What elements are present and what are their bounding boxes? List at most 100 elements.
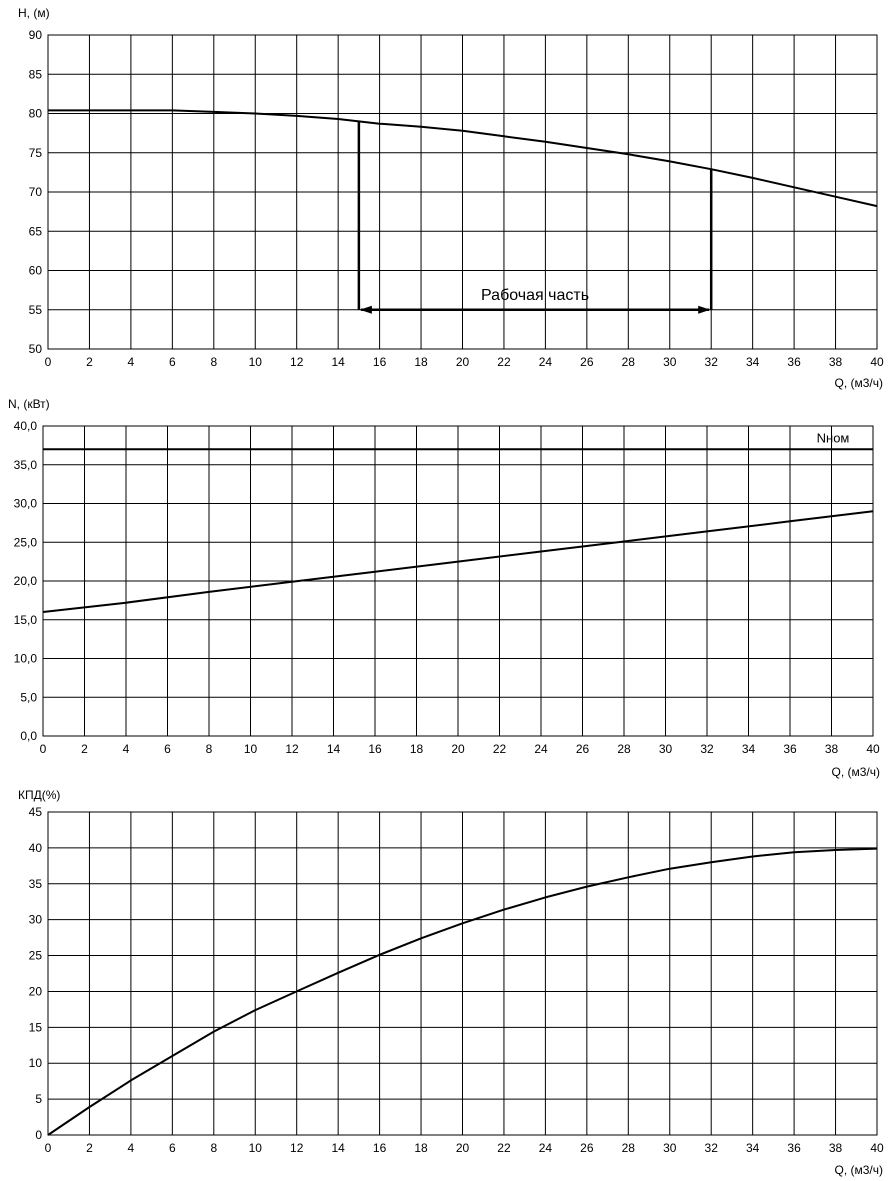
y-tick-label: 35,0: [14, 458, 38, 472]
y-tick-label: 0: [35, 1128, 42, 1142]
x-tick-label: 14: [331, 355, 345, 369]
x-tick-label: 18: [410, 742, 424, 756]
y-tick-label: 35: [29, 877, 43, 891]
x-tick-label: 12: [290, 355, 304, 369]
working-range-label: Рабочая часть: [481, 287, 589, 304]
series-line-0: [42, 510, 874, 613]
x-tick-label: 28: [622, 1141, 636, 1155]
x-tick-label: 6: [169, 1141, 176, 1155]
x-tick-label: 22: [497, 355, 511, 369]
x-tick-label: 28: [617, 742, 631, 756]
x-tick-label: 40: [870, 1141, 884, 1155]
y-tick-label: 70: [29, 185, 43, 199]
working-range-arrow-left: [359, 305, 372, 314]
x-tick-label: 34: [746, 355, 760, 369]
working-range-arrow-right: [698, 305, 711, 314]
y-tick-label: 15: [29, 1020, 43, 1034]
x-axis-label: Q, (м3/ч): [834, 376, 883, 390]
series-line-0: [47, 847, 878, 1136]
y-tick-label: 30: [29, 913, 43, 927]
plot-frame: [47, 34, 878, 350]
x-tick-label: 8: [206, 742, 213, 756]
y-tick-label: 30,0: [14, 497, 38, 511]
y-tick-label: 75: [29, 146, 43, 160]
y-tick-label: 5,0: [20, 690, 37, 704]
x-tick-label: 4: [128, 1141, 135, 1155]
x-tick-label: 2: [81, 742, 88, 756]
x-tick-label: 4: [123, 742, 130, 756]
y-tick-label: 20: [29, 984, 43, 998]
y-tick-label: 15,0: [14, 613, 38, 627]
x-tick-label: 6: [169, 355, 176, 369]
x-tick-label: 2: [86, 355, 93, 369]
x-tick-label: 0: [45, 355, 52, 369]
x-tick-label: 30: [663, 1141, 677, 1155]
x-tick-label: 10: [249, 355, 263, 369]
y-axis-label: N, (кВт): [8, 397, 50, 411]
y-tick-label: 0,0: [20, 729, 37, 743]
x-tick-label: 38: [829, 355, 843, 369]
y-tick-label: 60: [29, 264, 43, 278]
x-tick-label: 40: [866, 742, 880, 756]
x-tick-label: 6: [164, 742, 171, 756]
x-tick-label: 14: [327, 742, 341, 756]
y-axis-label: H, (м): [18, 6, 50, 20]
x-tick-label: 38: [829, 1141, 843, 1155]
x-tick-label: 34: [746, 1141, 760, 1155]
x-tick-label: 24: [539, 355, 553, 369]
y-tick-label: 40: [29, 841, 43, 855]
y-tick-label: 25: [29, 949, 43, 963]
x-tick-label: 22: [493, 742, 507, 756]
y-tick-label: 10,0: [14, 652, 38, 666]
x-axis-label: Q, (м3/ч): [831, 765, 880, 779]
y-tick-label: 5: [35, 1092, 42, 1106]
x-tick-label: 16: [373, 355, 387, 369]
y-tick-label: 25,0: [14, 535, 38, 549]
y-tick-label: 20,0: [14, 574, 38, 588]
x-tick-label: 20: [456, 355, 470, 369]
x-tick-label: 8: [210, 355, 217, 369]
plot-frame: [42, 425, 874, 737]
y-tick-label: 90: [29, 28, 43, 42]
y-tick-label: 40,0: [14, 419, 38, 433]
x-tick-label: 36: [787, 355, 801, 369]
x-tick-label: 0: [40, 742, 47, 756]
x-tick-label: 18: [414, 355, 428, 369]
x-axis-label: Q, (м3/ч): [834, 1163, 883, 1177]
x-tick-label: 20: [451, 742, 465, 756]
x-tick-label: 0: [45, 1141, 52, 1155]
y-tick-label: 55: [29, 303, 43, 317]
x-tick-label: 30: [659, 742, 673, 756]
x-tick-label: 26: [580, 1141, 594, 1155]
x-tick-label: 40: [870, 355, 884, 369]
y-tick-label: 50: [29, 342, 43, 356]
x-tick-label: 24: [534, 742, 548, 756]
x-tick-label: 24: [539, 1141, 553, 1155]
x-tick-label: 12: [290, 1141, 304, 1155]
x-tick-label: 38: [825, 742, 839, 756]
y-tick-label: 45: [29, 805, 43, 819]
series-label-1: Nном: [817, 430, 850, 445]
y-tick-label: 65: [29, 224, 43, 238]
x-tick-label: 22: [497, 1141, 511, 1155]
x-tick-label: 28: [622, 355, 636, 369]
x-tick-label: 36: [787, 1141, 801, 1155]
x-tick-label: 14: [331, 1141, 345, 1155]
x-tick-label: 10: [244, 742, 258, 756]
x-tick-label: 4: [128, 355, 135, 369]
x-tick-label: 10: [249, 1141, 263, 1155]
x-tick-label: 20: [456, 1141, 470, 1155]
x-tick-label: 26: [580, 355, 594, 369]
x-tick-label: 26: [576, 742, 590, 756]
y-tick-label: 80: [29, 107, 43, 121]
x-tick-label: 32: [705, 1141, 719, 1155]
x-tick-label: 36: [783, 742, 797, 756]
y-axis-label: КПД(%): [18, 788, 60, 802]
y-tick-label: 10: [29, 1056, 43, 1070]
series-line-0: [48, 109, 878, 208]
x-tick-label: 32: [700, 742, 714, 756]
y-tick-label: 85: [29, 67, 43, 81]
x-tick-label: 16: [368, 742, 382, 756]
x-tick-label: 34: [742, 742, 756, 756]
